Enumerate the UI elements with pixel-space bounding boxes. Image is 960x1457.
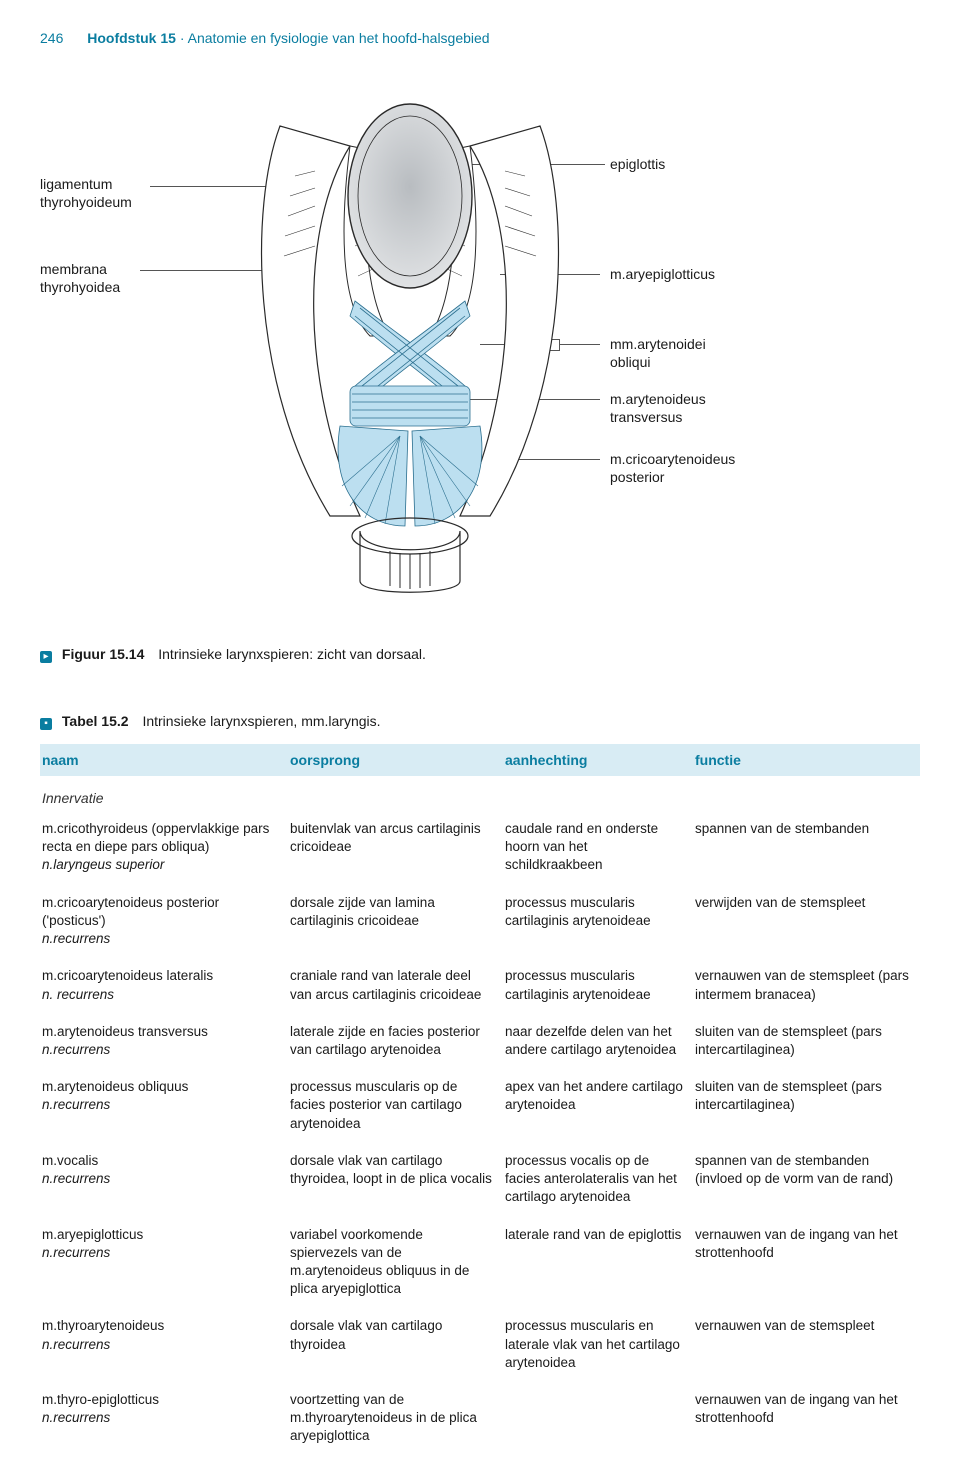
table-number: Tabel 15.2 <box>62 713 129 729</box>
th-aanhechting: aanhechting <box>505 752 695 768</box>
cell-function: vernauwen van de stemspleet <box>695 1317 915 1372</box>
cell-insertion: caudale rand en onderste hoorn van het s… <box>505 820 695 875</box>
table-row: m.thyro-epiglotticusn.recurrensvoortzett… <box>40 1383 920 1457</box>
cell-name: m.vocalisn.recurrens <box>40 1152 290 1207</box>
table-title: ▪ Tabel 15.2 Intrinsieke larynxspieren, … <box>40 703 920 744</box>
cell-insertion: processus muscularis cartilaginis aryten… <box>505 967 695 1003</box>
label-aryepiglotticus: m.aryepiglotticus <box>610 266 715 284</box>
cell-name: m.cricothyroideus (oppervlakkige pars re… <box>40 820 290 875</box>
label-arytenoideus-transversus: m.arytenoideus transversus <box>610 391 706 426</box>
cell-function: vernauwen van de ingang van het strotten… <box>695 1391 915 1446</box>
label-cricoarytenoideus-posterior: m.cricoarytenoideus posterior <box>610 451 735 486</box>
table-row: m.arytenoideus transversusn.recurrenslat… <box>40 1015 920 1070</box>
cell-function: spannen van de stembanden (invloed op de… <box>695 1152 915 1207</box>
cell-origin: buitenvlak van arcus cartilaginis cricoi… <box>290 820 505 875</box>
label-epiglottis: epiglottis <box>610 156 665 174</box>
label-arytenoidei-obliqui: mm.arytenoidei obliqui <box>610 336 706 371</box>
cell-function: vernauwen van de ingang van het strotten… <box>695 1226 915 1299</box>
figure-caption-text: Intrinsieke larynxspieren: zicht van dor… <box>158 646 426 662</box>
cell-insertion: processus muscularis en laterale vlak va… <box>505 1317 695 1372</box>
table-row: m.cricothyroideus (oppervlakkige pars re… <box>40 812 920 886</box>
table-title-text: Intrinsieke larynxspieren, mm.laryngis. <box>142 713 380 729</box>
cell-origin: laterale zijde en facies posterior van c… <box>290 1023 505 1059</box>
cell-name: m.thyro-epiglotticusn.recurrens <box>40 1391 290 1446</box>
table-row: m.aryepiglotticusn.recurrensvariabel voo… <box>40 1218 920 1310</box>
cell-origin: dorsale vlak van cartilago thyroidea <box>290 1317 505 1372</box>
chapter-sep: · <box>176 30 188 46</box>
chapter-label: Hoofdstuk 15 <box>87 30 176 46</box>
table-row: m.vocalisn.recurrensdorsale vlak van car… <box>40 1144 920 1218</box>
th-functie: functie <box>695 752 915 768</box>
cell-name: m.thyroarytenoideusn.recurrens <box>40 1317 290 1372</box>
cell-insertion <box>505 1391 695 1446</box>
cell-function: sluiten van de stemspleet (pars intercar… <box>695 1078 915 1133</box>
cell-origin: dorsale zijde van lamina cartilaginis cr… <box>290 894 505 949</box>
chapter-title: Anatomie en fysiologie van het hoofd-hal… <box>188 30 490 46</box>
table-row: m.arytenoideus obliquusn.recurrensproces… <box>40 1070 920 1144</box>
cell-insertion: processus muscularis cartilaginis aryten… <box>505 894 695 949</box>
cell-insertion: laterale rand van de epiglottis <box>505 1226 695 1299</box>
cell-insertion: apex van het andere cartilago arytenoide… <box>505 1078 695 1133</box>
cell-name: m.cricoarytenoideus lateralisn. recurren… <box>40 967 290 1003</box>
cell-origin: craniale rand van laterale deel van arcu… <box>290 967 505 1003</box>
table-body: m.cricothyroideus (oppervlakkige pars re… <box>40 812 920 1457</box>
cell-function: sluiten van de stemspleet (pars intercar… <box>695 1023 915 1059</box>
cell-origin: variabel voorkomende spiervezels van de … <box>290 1226 505 1299</box>
figure-area: ligamentum thyrohyoideum membrana thyroh… <box>40 86 920 626</box>
page-header: 246 Hoofdstuk 15 · Anatomie en fysiologi… <box>40 30 920 46</box>
cell-function: verwijden van de stemspleet <box>695 894 915 949</box>
figure-number: Figuur 15.14 <box>62 646 144 662</box>
page-number: 246 <box>40 30 63 46</box>
table-row: m.thyroarytenoideusn.recurrensdorsale vl… <box>40 1309 920 1383</box>
cell-function: spannen van de stembanden <box>695 820 915 875</box>
cell-origin: dorsale vlak van cartilago thyroidea, lo… <box>290 1152 505 1207</box>
cell-function: vernauwen van de stemspleet (pars interm… <box>695 967 915 1003</box>
table-row: m.cricoarytenoideus lateralisn. recurren… <box>40 959 920 1014</box>
table-header-row: naam oorsprong aanhechting functie <box>40 744 920 776</box>
muscle-table: ▪ Tabel 15.2 Intrinsieke larynxspieren, … <box>40 703 920 1457</box>
cell-origin: processus muscularis op de facies poster… <box>290 1078 505 1133</box>
bullet-icon: ▸ <box>40 651 52 663</box>
th-naam: naam <box>40 752 290 768</box>
label-ligamentum: ligamentum thyrohyoideum <box>40 176 210 211</box>
figure-caption: ▸ Figuur 15.14 Intrinsieke larynxspieren… <box>40 646 920 663</box>
larynx-diagram <box>240 86 580 606</box>
label-membrana: membrana thyrohyoidea <box>40 261 210 296</box>
cell-insertion: processus vocalis op de facies anterolat… <box>505 1152 695 1207</box>
cell-name: m.aryepiglotticusn.recurrens <box>40 1226 290 1299</box>
cell-name: m.cricoarytenoideus posterior ('posticus… <box>40 894 290 949</box>
cell-insertion: naar dezelfde delen van het andere carti… <box>505 1023 695 1059</box>
th-oorsprong: oorsprong <box>290 752 505 768</box>
table-row: m.cricoarytenoideus posterior ('posticus… <box>40 886 920 960</box>
bullet-icon: ▪ <box>40 718 52 730</box>
cell-name: m.arytenoideus obliquusn.recurrens <box>40 1078 290 1133</box>
innervatie-label: Innervatie <box>40 776 920 812</box>
cell-origin: voortzetting van de m.thyroarytenoideus … <box>290 1391 505 1446</box>
cell-name: m.arytenoideus transversusn.recurrens <box>40 1023 290 1059</box>
